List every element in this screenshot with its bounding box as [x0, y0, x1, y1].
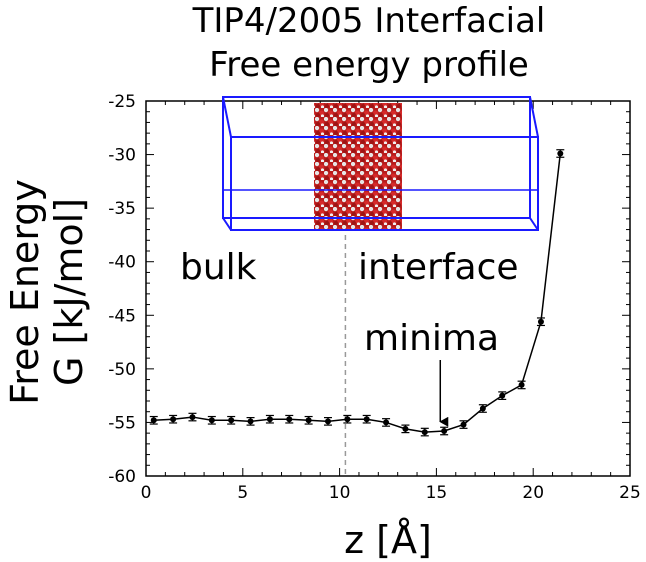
water-slab — [314, 103, 402, 231]
y-tick-label: -55 — [108, 413, 136, 433]
data-point — [537, 318, 544, 325]
data-point — [460, 421, 467, 428]
data-point — [266, 416, 273, 423]
annotation-interface: interface — [358, 247, 519, 288]
data-point — [518, 381, 525, 388]
data-point — [479, 405, 486, 412]
x-tick-label: 5 — [237, 483, 248, 503]
x-tick-label: 0 — [141, 483, 152, 503]
data-point — [499, 392, 506, 399]
data-point — [208, 417, 215, 424]
data-point — [189, 414, 196, 421]
y-axis-label-line-1: Free Energy — [3, 179, 47, 405]
data-point — [305, 417, 312, 424]
data-point — [421, 429, 428, 436]
y-tick-label: -40 — [108, 253, 136, 273]
data-point — [402, 425, 409, 432]
data-point — [324, 418, 331, 425]
y-tick-label: -30 — [108, 146, 136, 166]
plot-frame — [145, 100, 631, 477]
chart-title-line-1: TIP4/2005 Interfacial — [192, 1, 546, 41]
data-point — [383, 419, 390, 426]
chart-title-line-2: Free energy profile — [209, 45, 529, 85]
data-point — [441, 428, 448, 434]
data-point — [363, 416, 370, 423]
y-tick-label: -35 — [108, 199, 136, 219]
x-axis-label: z [Å] — [344, 518, 432, 562]
data-point — [557, 150, 564, 157]
x-tick-label: 20 — [522, 483, 544, 503]
axis-tick-labels: 0 5 10 15 20 25 -25 -30 -35 -40 -45 -50 -55 -60 — [108, 92, 641, 503]
data-point — [150, 417, 157, 424]
annotation-bulk: bulk — [180, 247, 257, 288]
data-point — [247, 418, 254, 425]
y-tick-label: -50 — [108, 360, 136, 380]
data-point — [170, 416, 177, 423]
free-energy-line — [153, 153, 562, 433]
y-tick-label: -45 — [108, 306, 136, 326]
annotation-minima: minima — [364, 318, 499, 359]
data-point — [286, 416, 293, 423]
x-tick-label: 25 — [619, 483, 641, 503]
data-point — [344, 416, 351, 423]
data-points — [149, 149, 565, 437]
x-tick-label: 15 — [426, 483, 448, 503]
y-axis-label-line-2: G [kJ/mol] — [47, 198, 91, 386]
y-tick-label: -60 — [108, 467, 136, 487]
simulation-box-inset — [222, 96, 539, 231]
x-tick-label: 10 — [329, 483, 351, 503]
data-point — [228, 417, 235, 424]
y-tick-label: -25 — [108, 92, 136, 112]
